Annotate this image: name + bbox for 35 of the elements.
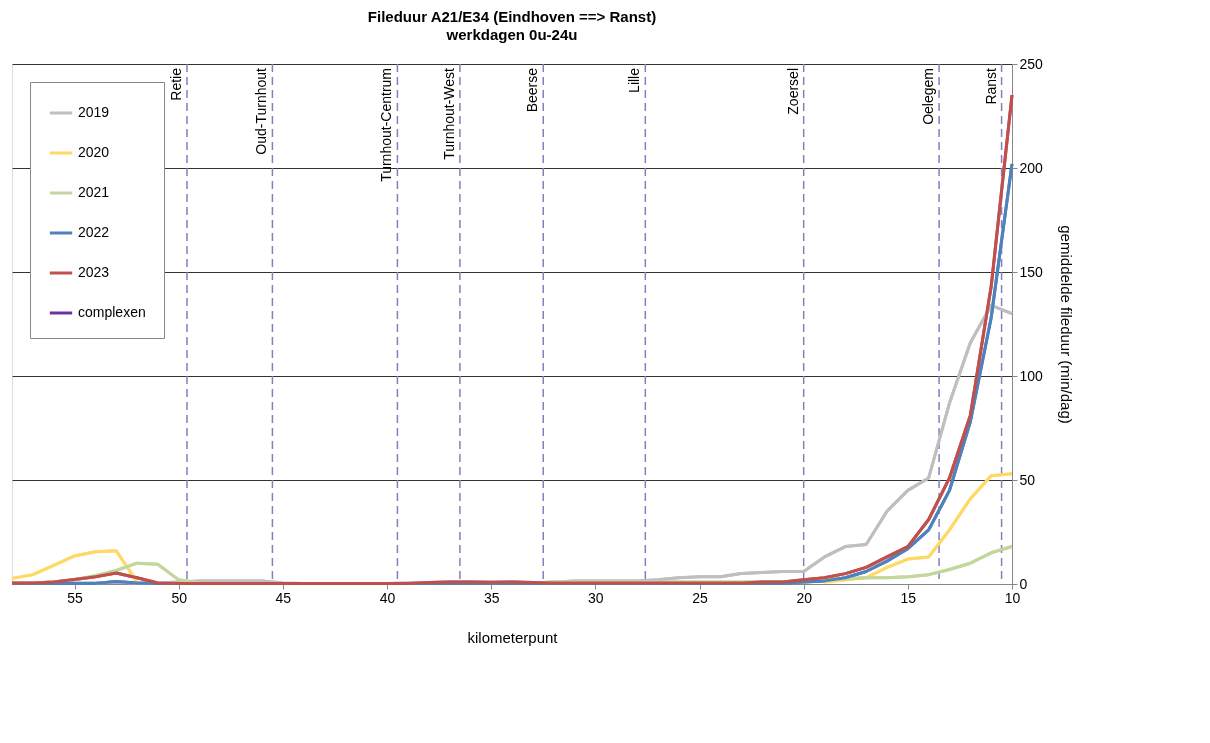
ref-line-label: Lille <box>626 67 643 93</box>
ref-line-label: Oud-Turnhout <box>253 67 270 155</box>
x-tick-label: 55 <box>67 589 83 606</box>
x-tick-label: 45 <box>275 589 292 606</box>
x-tick-label: 40 <box>379 589 396 606</box>
chart-subtitle: werkdagen 0u-24u <box>445 26 578 43</box>
x-tick-label: 50 <box>171 589 188 606</box>
x-tick-label: 35 <box>483 589 500 606</box>
ref-line-label: Beerse <box>524 67 541 113</box>
y-axis-title: gemiddelde fileduur (min/dag) <box>1057 225 1075 424</box>
ref-line-label: Ranst <box>982 67 999 105</box>
x-tick-label: 15 <box>900 589 917 606</box>
ref-line-label: Retie <box>168 67 184 101</box>
legend-label: 2023 <box>78 264 110 280</box>
y-tick-label: 250 <box>1019 55 1044 72</box>
y-tick-label: 0 <box>1019 575 1028 592</box>
chart-title: Fileduur A21/E34 (Eindhoven ==> Ranst) <box>367 8 657 25</box>
x-tick-label: 10 <box>1004 589 1021 606</box>
y-tick-label: 100 <box>1019 367 1044 384</box>
x-tick-label: 20 <box>796 589 813 606</box>
x-tick-label: 30 <box>588 589 604 606</box>
ref-line-label: Zoersel <box>784 68 801 115</box>
legend-label: complexen <box>78 304 146 320</box>
y-tick-label: 200 <box>1019 159 1044 176</box>
legend-label: 2021 <box>78 184 110 200</box>
ref-line-label: Turnhout-West <box>440 67 457 160</box>
x-axis-title: kilometerpunt <box>467 628 559 646</box>
x-tick-label: 25 <box>692 589 708 606</box>
legend-label: 2020 <box>78 144 110 160</box>
legend-label: 2022 <box>78 224 110 240</box>
y-tick-label: 150 <box>1019 263 1044 280</box>
ref-line-label: Oelegem <box>920 68 937 125</box>
legend-label: 2019 <box>78 104 110 120</box>
ref-line-label: Turnhout-Centrum <box>378 68 395 182</box>
y-tick-label: 50 <box>1019 471 1036 488</box>
